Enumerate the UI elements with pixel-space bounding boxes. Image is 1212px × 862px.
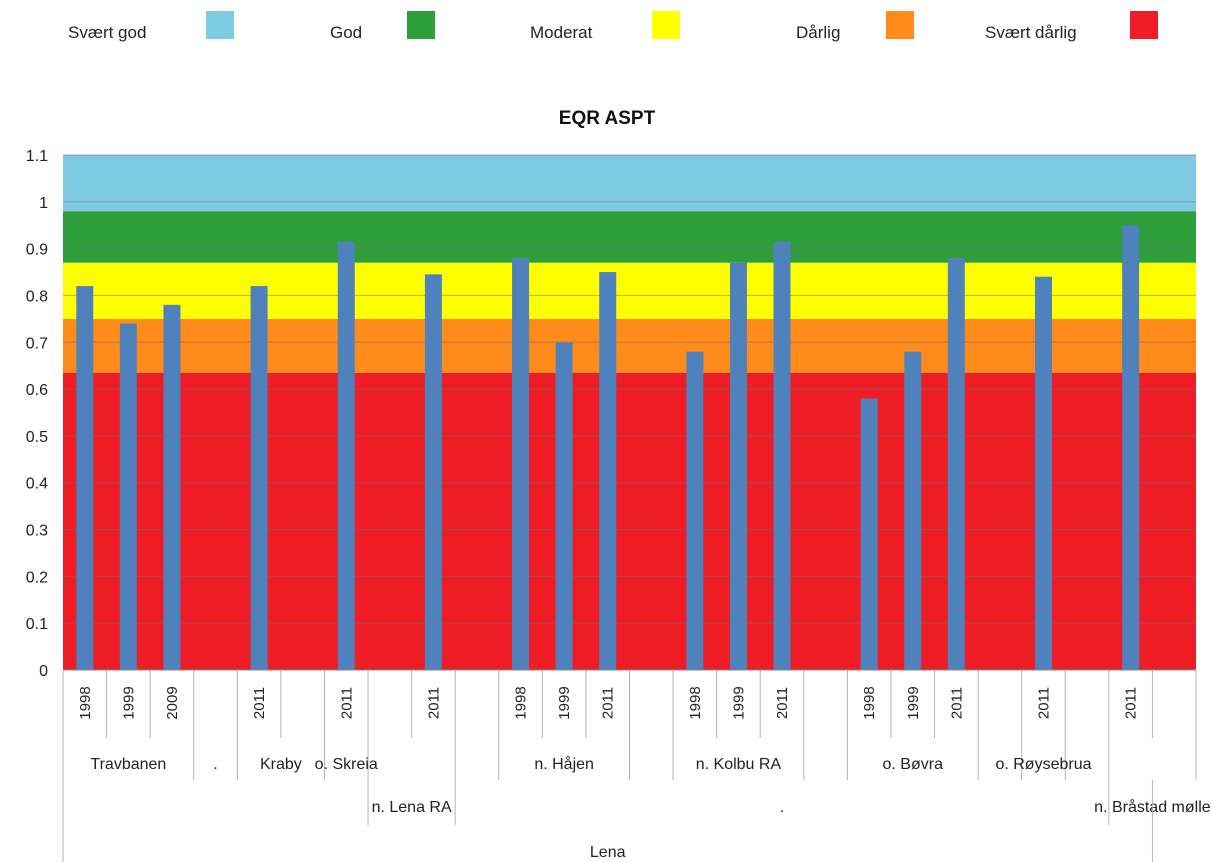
legend-item: Svært god — [68, 11, 234, 42]
bar — [904, 351, 922, 670]
bar — [337, 241, 355, 670]
y-tick-label: 0.4 — [26, 476, 48, 493]
legend-swatch — [652, 11, 680, 39]
y-axis: 0 0.1 0.2 0.3 0.4 0.5 0.6 0.7 0.8 0.9 1 1.1 — [26, 148, 48, 680]
x-tick-label: 2011 — [251, 687, 268, 719]
class-band — [63, 262, 1196, 319]
x-tick-label: 2011 — [600, 687, 617, 719]
bar — [686, 351, 704, 670]
legend-swatch — [886, 11, 914, 39]
station-label: n. Lena RA — [372, 799, 452, 816]
x-tick-label: 2011 — [774, 687, 791, 719]
bar — [773, 241, 791, 670]
legend-label: Svært god — [68, 23, 146, 42]
bar — [1034, 276, 1052, 670]
bars — [76, 225, 1140, 670]
x-tick-label: 2011 — [948, 687, 965, 719]
bar — [119, 323, 137, 670]
station-label: o. Skreia — [315, 756, 378, 773]
legend-label: Moderat — [530, 23, 593, 42]
bar — [599, 272, 617, 670]
bar — [729, 262, 747, 670]
bar — [424, 274, 442, 670]
bar — [512, 258, 530, 670]
legend-item: Svært dårlig — [985, 11, 1158, 42]
stray-mark: . — [780, 799, 784, 816]
y-tick-label: 0.6 — [26, 382, 48, 399]
x-tick-label: 1998 — [77, 686, 94, 719]
x-axis: 1998 1999 2009 2011 2011 2011 1998 1999 2011 1998… — [62, 669, 1211, 862]
station-label: Travbanen — [90, 756, 166, 773]
bar — [163, 304, 181, 670]
y-tick-label: 0.3 — [26, 523, 48, 540]
y-tick-label: 0.9 — [26, 242, 48, 259]
legend-item: Moderat — [530, 11, 680, 42]
class-bands — [63, 155, 1196, 670]
x-tick-label: 1999 — [120, 686, 137, 719]
class-band — [63, 155, 1196, 212]
station-label: . — [213, 756, 217, 773]
legend-item: Dårlig — [796, 11, 914, 42]
x-tick-label: 1999 — [730, 686, 747, 719]
station-label: o. Bøvra — [883, 756, 944, 773]
station-label: Kraby — [260, 756, 302, 773]
legend-swatch — [407, 11, 435, 39]
y-tick-label: 1 — [39, 195, 48, 212]
y-tick-label: 0.2 — [26, 569, 48, 586]
bar — [860, 398, 878, 670]
y-tick-label: 0.1 — [26, 616, 48, 633]
bar — [947, 258, 965, 670]
y-tick-label: 1.1 — [26, 148, 48, 165]
legend-item: God — [330, 11, 435, 42]
x-tick-label: 2011 — [1035, 687, 1052, 719]
class-band — [63, 318, 1196, 373]
bar — [250, 286, 268, 670]
x-tick-label: 1998 — [687, 686, 704, 719]
chart-title: EQR ASPT — [559, 108, 656, 129]
group-label: Lena — [590, 844, 626, 861]
legend: Svært god God Moderat Dårlig Svært dårlig — [68, 11, 1158, 42]
x-tick-label: 2011 — [425, 687, 442, 719]
class-band — [63, 372, 1196, 670]
legend-swatch — [206, 11, 234, 39]
y-tick-label: 0.8 — [26, 288, 48, 305]
y-tick-label: 0 — [39, 663, 48, 680]
legend-label: Dårlig — [796, 23, 840, 42]
x-tick-label: 2011 — [338, 687, 355, 719]
station-label: n. Kolbu RA — [696, 756, 782, 773]
legend-swatch — [1130, 11, 1158, 39]
x-tick-label: 1999 — [556, 686, 573, 719]
legend-label: God — [330, 23, 362, 42]
y-tick-label: 0.7 — [26, 335, 48, 352]
x-tick-label: 1998 — [861, 686, 878, 719]
station-label: n. Håjen — [534, 755, 594, 773]
legend-label: Svært dårlig — [985, 23, 1077, 42]
bar — [555, 342, 573, 670]
x-tick-label: 1998 — [513, 686, 530, 719]
station-label: o. Røysebrua — [995, 756, 1091, 773]
y-tick-label: 0.5 — [26, 429, 48, 446]
x-tick-label: 2009 — [164, 686, 181, 719]
x-tick-label: 1999 — [905, 686, 922, 719]
bar — [1122, 225, 1140, 670]
bar — [76, 286, 94, 670]
class-band — [63, 211, 1196, 263]
x-tick-label: 2011 — [1123, 687, 1140, 719]
